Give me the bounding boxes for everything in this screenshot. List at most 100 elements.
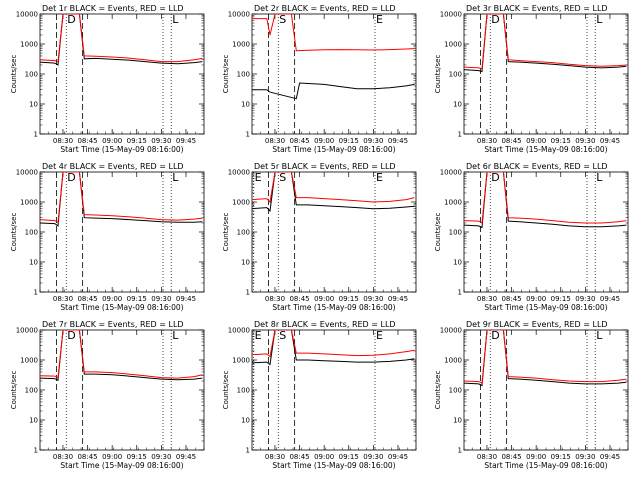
interval-marker-label: D (67, 171, 75, 184)
y-tick-label: 1000 (232, 357, 250, 365)
interval-marker-label: E (376, 171, 383, 184)
event-rate-line (252, 330, 415, 366)
y-tick-label: 10 (453, 259, 462, 267)
y-tick-label: 10000 (228, 11, 250, 19)
interval-marker-label: S (279, 13, 286, 26)
interval-marker-label: D (67, 329, 75, 342)
plot-frame (463, 13, 629, 135)
plot-frame (251, 171, 417, 293)
y-axis-label: Counts/sec (434, 213, 442, 252)
x-axis-label: Start Time (15-May-09 08:16:00) (272, 303, 395, 312)
y-tick-label: 10000 (16, 169, 38, 177)
x-tick-label: 08:30 (53, 453, 73, 461)
chart-title: Det 2r BLACK = Events, RED = LLD (254, 4, 396, 13)
chart-panel: Det 1r BLACK = Events, RED = LLD 1 10 100 10… (10, 4, 205, 154)
x-tick-label: 09:45 (388, 137, 408, 145)
x-tick-label: 08:45 (501, 295, 521, 303)
lld-rate-line (40, 14, 203, 63)
y-tick-label: 10 (29, 101, 38, 109)
x-tick-label: 09:45 (600, 295, 620, 303)
plot-frame (251, 329, 417, 451)
y-tick-label: 100 (25, 387, 38, 395)
chart-panel: Det 8r BLACK = Events, RED = LLD 1 10 100 10… (222, 320, 417, 470)
y-tick-label: 1 (34, 289, 38, 297)
x-tick-label: 08:30 (53, 295, 73, 303)
event-rate-line (252, 172, 415, 213)
y-tick-label: 10000 (440, 11, 462, 19)
y-tick-label: 1000 (20, 199, 38, 207)
x-tick-label: 09:30 (363, 137, 383, 145)
x-tick-label: 09:00 (526, 453, 546, 461)
interval-marker-label: L (596, 171, 603, 184)
y-tick-label: 1 (458, 289, 462, 297)
x-tick-label: 09:30 (363, 295, 383, 303)
x-tick-label: 08:30 (53, 137, 73, 145)
y-tick-label: 10000 (440, 327, 462, 335)
y-tick-label: 1000 (444, 357, 462, 365)
plot-frame (39, 13, 205, 135)
y-tick-label: 1000 (444, 199, 462, 207)
x-tick-label: 09:00 (526, 137, 546, 145)
x-tick-label: 09:45 (600, 137, 620, 145)
interval-marker-label: D (491, 171, 499, 184)
y-tick-label: 10 (453, 101, 462, 109)
y-axis-label: Counts/sec (434, 371, 442, 410)
x-tick-label: 08:30 (477, 453, 497, 461)
chart-panel: Det 7r BLACK = Events, RED = LLD 1 10 100 10… (10, 320, 205, 470)
x-axis-label: Start Time (15-May-09 08:16:00) (60, 145, 183, 154)
lld-rate-line (464, 330, 627, 384)
y-axis-label: Counts/sec (222, 55, 230, 94)
x-tick-label: 09:15 (339, 137, 359, 145)
x-tick-label: 08:45 (77, 137, 97, 145)
interval-marker-label: E (255, 171, 262, 184)
y-tick-label: 100 (449, 71, 462, 79)
x-tick-label: 09:15 (339, 295, 359, 303)
y-tick-label: 10000 (16, 327, 38, 335)
x-tick-label: 08:45 (289, 137, 309, 145)
x-tick-label: 09:30 (575, 295, 595, 303)
y-tick-label: 10000 (228, 327, 250, 335)
lld-rate-line (464, 14, 627, 70)
x-tick-label: 09:00 (314, 137, 334, 145)
y-tick-label: 100 (237, 387, 250, 395)
y-tick-label: 10000 (440, 169, 462, 177)
x-tick-label: 09:30 (151, 295, 171, 303)
interval-marker-label: L (596, 13, 603, 26)
x-tick-label: 09:15 (551, 137, 571, 145)
x-tick-label: 09:00 (526, 295, 546, 303)
y-tick-label: 1 (458, 131, 462, 139)
x-tick-label: 09:45 (600, 453, 620, 461)
chart-title: Det 6r BLACK = Events, RED = LLD (466, 162, 608, 171)
chart-title: Det 3r BLACK = Events, RED = LLD (466, 4, 608, 13)
y-tick-label: 10 (241, 417, 250, 425)
x-tick-label: 09:15 (551, 295, 571, 303)
y-tick-label: 100 (449, 387, 462, 395)
x-tick-label: 08:30 (265, 137, 285, 145)
interval-marker-label: L (596, 329, 603, 342)
x-tick-label: 09:45 (176, 137, 196, 145)
lld-rate-line (252, 330, 415, 358)
plot-frame (251, 13, 417, 135)
x-tick-label: 09:15 (551, 453, 571, 461)
y-tick-label: 1 (458, 447, 462, 455)
x-axis-label: Start Time (15-May-09 08:16:00) (484, 145, 607, 154)
lld-rate-line (40, 330, 203, 379)
x-tick-label: 08:45 (77, 295, 97, 303)
chart-title: Det 7r BLACK = Events, RED = LLD (42, 320, 184, 329)
x-tick-label: 09:00 (314, 453, 334, 461)
x-tick-label: 09:45 (176, 453, 196, 461)
chart-panel: Det 5r BLACK = Events, RED = LLD 1 10 100 10… (222, 162, 417, 312)
interval-marker-label: S (279, 171, 286, 184)
x-tick-label: 09:00 (102, 295, 122, 303)
plot-frame (39, 329, 205, 451)
y-tick-label: 100 (449, 229, 462, 237)
x-tick-label: 09:15 (127, 295, 147, 303)
chart-title: Det 1r BLACK = Events, RED = LLD (42, 4, 184, 13)
y-tick-label: 10 (29, 259, 38, 267)
y-axis-label: Counts/sec (222, 213, 230, 252)
chart-title: Det 4r BLACK = Events, RED = LLD (42, 162, 184, 171)
x-axis-label: Start Time (15-May-09 08:16:00) (272, 145, 395, 154)
x-tick-label: 09:30 (363, 453, 383, 461)
y-tick-label: 10 (453, 417, 462, 425)
